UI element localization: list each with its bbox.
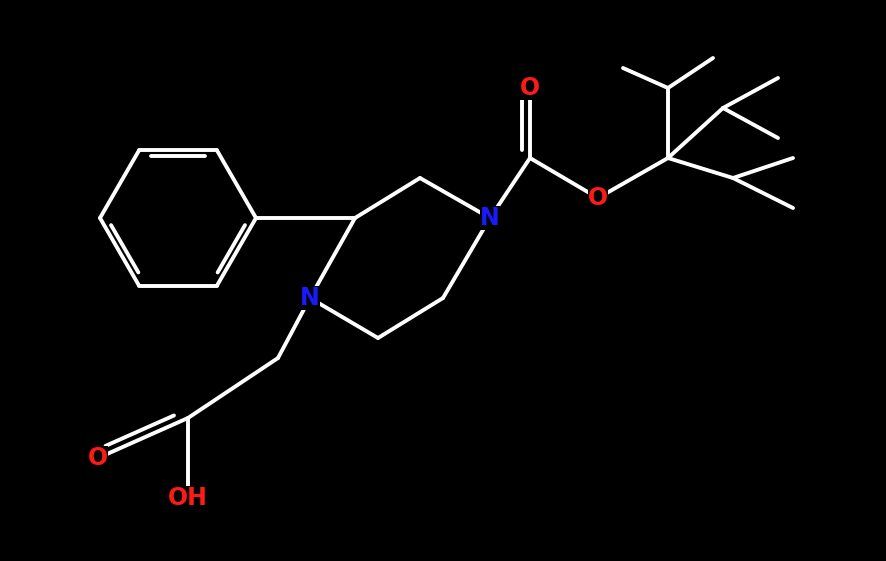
Text: N: N xyxy=(300,286,320,310)
Text: O: O xyxy=(520,76,540,100)
Text: N: N xyxy=(480,206,500,230)
Text: O: O xyxy=(88,446,108,470)
Text: O: O xyxy=(588,186,608,210)
Text: OH: OH xyxy=(168,486,208,510)
